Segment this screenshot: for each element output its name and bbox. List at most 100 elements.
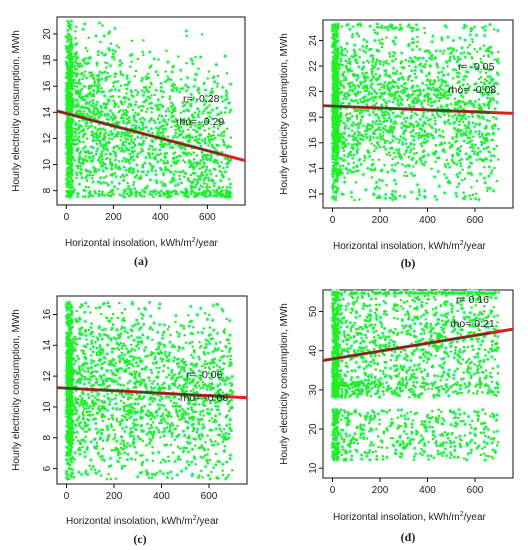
data-point <box>113 72 117 76</box>
data-point <box>100 152 103 155</box>
data-point <box>211 138 215 141</box>
data-point <box>140 79 143 82</box>
data-point <box>75 72 78 75</box>
data-point <box>70 170 74 174</box>
data-point <box>68 74 72 78</box>
data-point <box>82 110 86 113</box>
data-point <box>189 173 193 177</box>
data-point <box>399 23 402 26</box>
data-point <box>154 189 157 192</box>
data-point <box>197 137 201 141</box>
data-point <box>185 61 188 65</box>
x-tick-label: 200 <box>105 212 122 223</box>
data-point <box>80 72 83 76</box>
data-point <box>78 155 81 159</box>
data-point <box>166 160 169 163</box>
data-point <box>104 153 107 156</box>
data-point <box>104 114 108 118</box>
data-point <box>222 140 226 144</box>
data-point <box>109 152 113 156</box>
data-point <box>168 194 171 198</box>
data-point <box>65 62 68 66</box>
data-point <box>74 81 78 85</box>
data-point <box>134 69 138 73</box>
data-point <box>183 147 187 151</box>
data-point <box>169 78 172 81</box>
data-point <box>68 107 72 111</box>
data-point <box>122 189 126 192</box>
x-ticks: 0 200 400 600 <box>64 205 216 223</box>
data-point <box>200 33 204 36</box>
data-point <box>210 87 214 90</box>
data-point <box>203 129 206 132</box>
data-point <box>143 91 146 94</box>
data-point <box>123 144 127 147</box>
data-point <box>66 144 70 147</box>
data-point <box>90 94 93 98</box>
data-point <box>69 38 72 41</box>
data-point <box>96 147 99 150</box>
data-point <box>374 73 378 76</box>
data-point <box>116 166 119 170</box>
data-point <box>154 169 158 173</box>
data-point <box>215 106 219 110</box>
data-point <box>140 104 144 108</box>
data-point <box>133 137 136 141</box>
data-point <box>170 115 173 119</box>
data-point <box>66 96 70 100</box>
data-point <box>229 108 232 112</box>
data-point <box>120 146 124 150</box>
data-point <box>113 135 116 139</box>
data-point <box>222 166 225 170</box>
data-point <box>82 157 86 161</box>
data-point <box>76 56 79 60</box>
data-point <box>119 175 123 179</box>
data-point <box>65 116 69 119</box>
data-point <box>83 74 86 77</box>
data-point <box>146 76 150 80</box>
data-point <box>73 127 77 131</box>
data-point <box>150 94 153 97</box>
data-point <box>193 172 197 175</box>
data-point <box>185 152 188 155</box>
data-point <box>75 75 78 78</box>
data-point <box>144 136 148 140</box>
data-point <box>95 149 98 153</box>
data-point <box>95 61 99 65</box>
data-point <box>205 195 209 198</box>
data-point <box>105 167 109 171</box>
data-point <box>107 183 110 187</box>
data-point <box>378 119 382 123</box>
data-point <box>177 170 180 174</box>
data-point <box>186 190 189 194</box>
data-point <box>161 104 164 108</box>
data-point <box>219 111 223 114</box>
data-point <box>101 190 104 194</box>
data-point <box>394 163 397 166</box>
data-point <box>150 166 154 170</box>
data-point <box>214 193 217 197</box>
data-point <box>91 157 95 160</box>
data-point <box>227 178 231 181</box>
data-point <box>85 175 88 178</box>
data-point <box>166 190 169 193</box>
data-point <box>170 125 173 129</box>
data-point <box>70 19 73 23</box>
data-point <box>122 112 126 115</box>
data-point <box>156 160 160 163</box>
data-point <box>454 68 458 72</box>
data-point <box>143 118 146 121</box>
data-point <box>149 163 153 167</box>
data-point <box>111 49 115 52</box>
data-point <box>217 134 220 137</box>
data-point <box>138 176 142 180</box>
data-point <box>212 146 216 150</box>
data-point <box>82 98 86 101</box>
data-point <box>165 195 169 199</box>
data-point <box>199 184 203 188</box>
data-point <box>212 189 215 192</box>
data-point <box>118 182 121 185</box>
data-point <box>454 113 457 117</box>
data-point <box>166 168 170 172</box>
